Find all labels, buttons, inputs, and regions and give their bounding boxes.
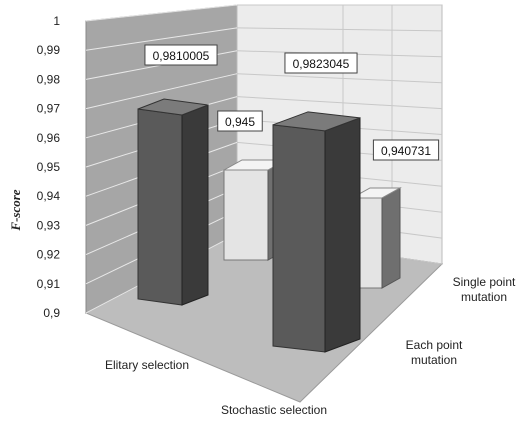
data-label: 0,945	[225, 115, 255, 129]
gridline-back	[236, 27, 443, 32]
gridline-back	[236, 96, 443, 110]
data-label: 0,9823045	[293, 57, 350, 71]
y-tick-label: 0,99	[37, 43, 61, 57]
y-tick-label: 0,92	[37, 248, 61, 262]
bar-top-1-0	[137, 98, 209, 116]
y-tick-label: 0,94	[37, 189, 61, 203]
y-tick-label: 0,93	[37, 218, 61, 232]
data-label-box	[217, 110, 263, 132]
depth-category-line: Single point	[453, 275, 516, 289]
depth-category-line: Each point	[406, 338, 463, 352]
y-tick-label: 0,97	[37, 102, 61, 116]
bar-0-0	[223, 169, 269, 261]
y-tick-label: 0,95	[37, 160, 61, 174]
gridline-left	[85, 73, 238, 110]
bar-top-0-1	[350, 187, 402, 199]
y-tick-label: 0,96	[37, 131, 61, 145]
bar-top-1-1	[272, 111, 361, 132]
y-axis-label: F-score	[8, 189, 23, 231]
depth-category-line: mutation	[411, 353, 457, 367]
data-label: 0,9810005	[153, 49, 210, 63]
data-label: 0,940731	[381, 144, 431, 158]
x-category-label: Stochastic selection	[221, 403, 327, 417]
data-label-box	[372, 139, 440, 161]
data-label-box	[284, 52, 358, 74]
y-tick-label: 0,91	[37, 277, 61, 291]
bar-side-1-0	[181, 104, 209, 306]
depth-category-label: Each point mutation	[406, 338, 463, 367]
bar-side-1-1	[324, 117, 361, 353]
y-tick-label: 1	[53, 14, 60, 28]
bar-1-1	[272, 124, 326, 353]
x-category-label: Elitary selection	[105, 358, 189, 372]
bar-1-0	[137, 108, 183, 306]
gridline-left	[85, 4, 238, 22]
bar-side-0-1	[381, 187, 401, 289]
y-tick-label: 0,98	[37, 72, 61, 86]
gridline-left	[85, 27, 238, 51]
depth-category-label: Single point mutation	[453, 275, 516, 304]
gridline-back	[236, 73, 443, 84]
data-label-box	[144, 44, 218, 66]
y-tick-label: 0,9	[43, 306, 60, 320]
depth-category-line: mutation	[461, 290, 507, 304]
